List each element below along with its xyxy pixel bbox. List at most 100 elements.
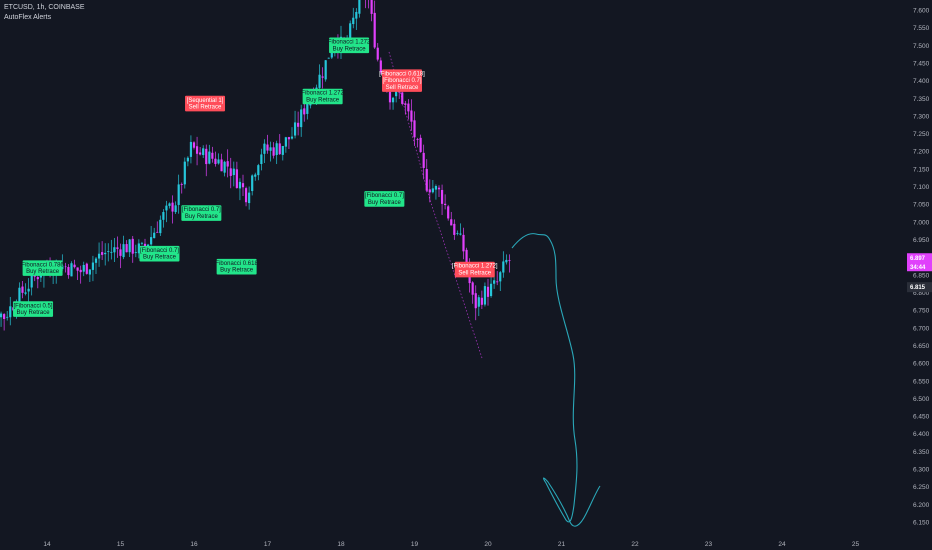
candle (474, 285, 477, 321)
candle (183, 157, 186, 189)
time-tick-label: 17 (264, 541, 272, 548)
candle (73, 259, 76, 269)
candle (205, 144, 208, 177)
time-tick-label: 18 (337, 541, 345, 548)
candle (223, 160, 226, 177)
candle (101, 241, 104, 261)
buy-signal-label[interactable]: [Fibonacci 0.7]Buy Retrace (364, 191, 405, 207)
signal-label-text: [Fibonacci 1.272] (452, 264, 498, 270)
price-tick-label: 6.500 (913, 396, 930, 403)
candle (379, 57, 382, 75)
candle (165, 200, 168, 223)
price-tick-label: 6.450 (913, 414, 930, 421)
candle (278, 134, 281, 155)
price-tag-countdown: 34:44 (910, 265, 926, 271)
candle (248, 186, 251, 210)
candle (211, 146, 214, 163)
chart-header: ETCUSD, 1h, COINBASE AutoFlex Alerts (4, 3, 85, 23)
candle (303, 101, 306, 122)
candle (220, 153, 223, 172)
candle (480, 290, 483, 309)
price-tick-label: 6.300 (913, 467, 930, 474)
candle (365, 0, 366, 9)
candle (64, 262, 67, 273)
price-tick-label: 6.650 (913, 343, 930, 350)
candle (134, 244, 137, 258)
candle (171, 195, 174, 224)
symbol-title[interactable]: ETCUSD, 1h, COINBASE (4, 4, 85, 11)
candle (79, 265, 82, 284)
buy-signal-label[interactable]: [Fibonacci 0.7]Buy Retrace (181, 205, 222, 221)
signal-label-text: Sell Retrace (386, 85, 419, 91)
candle (180, 182, 183, 194)
price-tick-label: 6.950 (913, 237, 930, 244)
candle (214, 151, 217, 167)
sell-signal-label[interactable]: [Fibonacci 0.618][Fibonacci 0.7]Sell Ret… (379, 69, 425, 92)
price-axis-bg (905, 0, 932, 550)
price-tick-label: 7.150 (913, 166, 930, 173)
sell-signal-label[interactable]: [Sequential 1]Sell Retrace (185, 95, 226, 112)
price-tick-label: 6.400 (913, 431, 930, 438)
candle (321, 67, 324, 89)
candle (150, 225, 153, 246)
price-tick-label: 7.450 (913, 60, 930, 67)
time-tick-label: 21 (558, 541, 566, 548)
candle (462, 227, 465, 260)
candle (428, 179, 431, 203)
candle (0, 311, 3, 327)
candle (9, 296, 12, 326)
price-tick-label: 6.850 (913, 272, 930, 279)
indicator-title[interactable]: AutoFlex Alerts (4, 14, 52, 21)
candle (376, 43, 379, 62)
time-axis[interactable]: 14 15 16 17 18 19 20 21 22 23 24 25 (43, 541, 859, 548)
candle (440, 184, 444, 215)
candle (293, 110, 297, 139)
candle (422, 144, 425, 180)
candle (419, 134, 422, 153)
buy-signal-label[interactable]: [Fibonacci 0.618]Buy Retrace (214, 258, 260, 275)
candle (159, 215, 162, 236)
price-tick-label: 7.550 (913, 25, 930, 32)
candle (110, 239, 113, 260)
candle (6, 311, 9, 321)
price-tick-label: 6.700 (913, 325, 930, 332)
candle (425, 159, 428, 193)
buy-signal-label[interactable]: [Fibonacci 0.5]Buy Retrace (13, 301, 54, 317)
sell-signal-label[interactable]: [Fibonacci 1.272]Sell Retrace (452, 261, 498, 278)
buy-signal-label[interactable]: [Fibonacci 0.7]Buy Retrace (139, 245, 180, 262)
buy-signal-label[interactable]: [Fibonacci 1.272]Buy Retrace (326, 37, 372, 54)
candle (290, 127, 294, 140)
candle (327, 57, 330, 59)
price-tags: 6.897 34:44 6.815 (907, 253, 932, 293)
candle (217, 153, 220, 165)
candle (128, 238, 131, 257)
candle (140, 241, 144, 246)
candle (453, 219, 456, 240)
price-tick-label: 7.050 (913, 202, 930, 209)
signal-label-text: Buy Retrace (368, 200, 402, 206)
candle (477, 294, 480, 317)
buy-signal-label[interactable]: [Fibonacci 1.272]Buy Retrace (300, 88, 346, 105)
candle (275, 140, 278, 165)
signal-label-text: [Fibonacci 0.5] (14, 303, 53, 309)
signal-label-text: [Fibonacci 0.7] (365, 193, 404, 199)
price-tick-label: 6.250 (913, 484, 930, 491)
brush-drawing[interactable] (511, 233, 601, 527)
candle (67, 264, 70, 279)
candle (241, 174, 245, 196)
signal-label-text: Sell Retrace (458, 271, 491, 277)
candle (153, 227, 156, 239)
candle (410, 99, 413, 131)
candle (202, 145, 205, 159)
price-tick-label: 6.150 (913, 520, 930, 527)
time-tick-label: 16 (190, 541, 198, 548)
candle (508, 254, 511, 273)
buy-signal-label[interactable]: [Fibonacci 0.786]Buy Retrace (20, 260, 66, 276)
candle (131, 235, 134, 263)
candle (496, 271, 499, 286)
price-tick-label: 7.300 (913, 113, 930, 120)
candle (483, 282, 487, 307)
price-axis[interactable]: 7.600 7.550 7.500 7.450 7.400 7.350 7.300 7.250… (905, 0, 932, 550)
